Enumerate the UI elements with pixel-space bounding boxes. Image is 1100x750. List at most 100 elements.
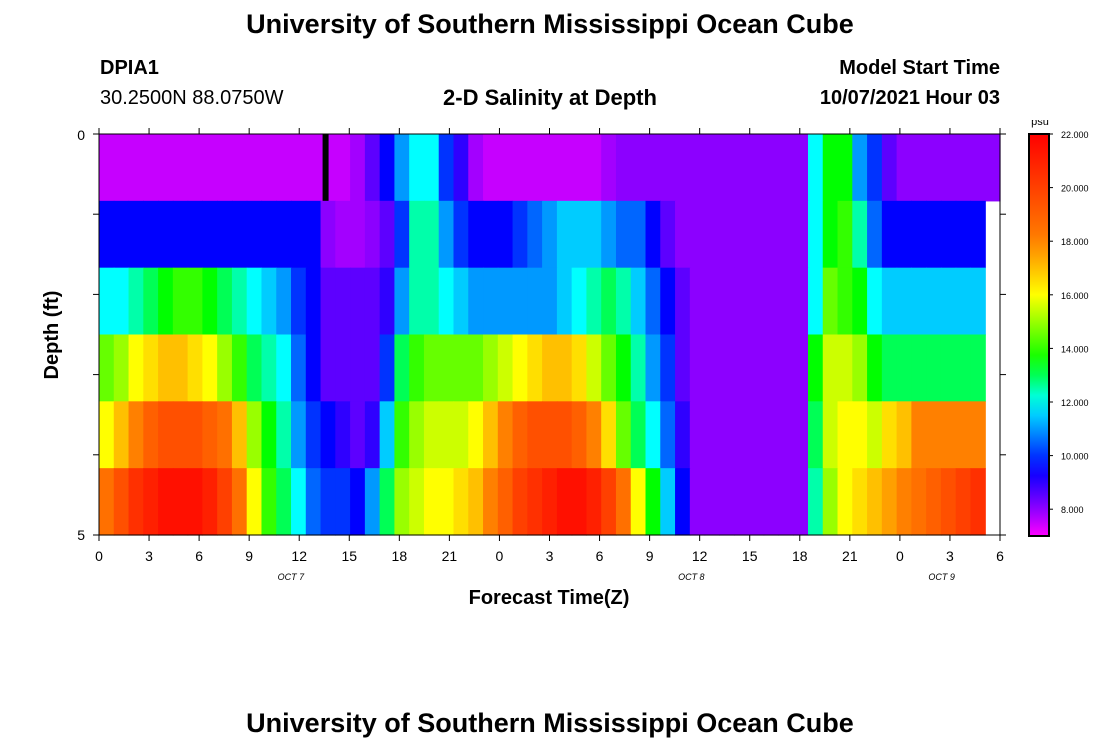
heatmap-cell <box>527 267 543 336</box>
heatmap-cell <box>438 468 455 536</box>
heatmap-cell <box>468 468 484 536</box>
heatmap-cell <box>955 134 972 202</box>
heatmap-cell <box>822 134 839 202</box>
heatmap-cell <box>291 134 307 202</box>
heatmap-cell <box>940 334 957 402</box>
x-tick-label: 9 <box>646 548 654 564</box>
heatmap-cell <box>807 134 824 202</box>
heatmap-cell <box>276 267 292 336</box>
y-axis-label: Depth (ft) <box>41 291 63 380</box>
heatmap-cell <box>113 267 130 336</box>
heatmap-cell <box>881 334 898 402</box>
heatmap-cell <box>276 200 292 269</box>
heatmap-cell <box>512 334 528 402</box>
heatmap-cell <box>630 401 647 469</box>
heatmap-cell <box>483 200 499 269</box>
heatmap-cell <box>113 401 130 469</box>
heatmap-cell <box>231 200 248 269</box>
heatmap-cell <box>202 200 218 269</box>
heatmap-cell <box>423 200 440 269</box>
heatmap-cell <box>556 134 573 202</box>
heatmap-cell <box>763 200 780 269</box>
heatmap-cell <box>364 401 381 469</box>
heatmap-cell <box>246 401 263 469</box>
heatmap-cell <box>291 468 307 536</box>
heatmap-cell <box>364 267 381 336</box>
heatmap-cell <box>99 334 115 402</box>
heatmap-cell <box>468 267 484 336</box>
heatmap-cell <box>586 134 602 202</box>
heatmap-cell <box>630 468 647 536</box>
heatmap-cell <box>586 401 602 469</box>
heatmap-cell <box>822 401 839 469</box>
heatmap-cell <box>172 401 189 469</box>
heatmap-cell <box>527 200 543 269</box>
heatmap-cell <box>172 200 189 269</box>
heatmap-cell <box>867 267 883 336</box>
heatmap-cell <box>423 401 440 469</box>
heatmap-cell <box>837 200 853 269</box>
heatmap-cell <box>335 267 351 336</box>
heatmap-cell <box>734 401 750 469</box>
heatmap-cell <box>527 468 543 536</box>
x-tick-label: 12 <box>692 548 708 564</box>
heatmap-cell <box>926 468 942 536</box>
heatmap-cell <box>527 334 543 402</box>
heatmap-cell <box>320 200 336 269</box>
heatmap-cell <box>394 468 410 536</box>
heatmap-cell <box>335 468 351 536</box>
model-start-value: 10/07/2021 Hour 03 <box>819 87 1000 109</box>
heatmap-cell <box>335 134 351 202</box>
heatmap-cell <box>453 134 469 202</box>
heatmap-cell <box>615 267 632 336</box>
heatmap-cell <box>379 468 396 536</box>
x-axis-label: Forecast Time(Z) <box>469 587 630 609</box>
heatmap-cell <box>940 401 957 469</box>
heatmap-cell <box>867 468 883 536</box>
heatmap-cell <box>940 468 957 536</box>
heatmap-cell <box>202 401 218 469</box>
heatmap-cell <box>527 134 543 202</box>
heatmap-cell <box>350 134 366 202</box>
x-tick-label: 18 <box>392 548 408 564</box>
x-tick-label: 21 <box>842 548 858 564</box>
model-start-label: Model Start Time <box>839 57 1000 79</box>
heatmap-cell <box>99 200 115 269</box>
x-tick-label: 3 <box>546 548 554 564</box>
heatmap-cell <box>970 334 986 402</box>
heatmap-cell <box>675 468 691 536</box>
heatmap-cell <box>881 134 898 202</box>
heatmap-cell <box>763 468 780 536</box>
heatmap-cell <box>231 334 248 402</box>
heatmap-cell <box>158 334 174 402</box>
heatmap-cell <box>468 134 484 202</box>
heatmap-cell <box>926 401 942 469</box>
heatmap-cell <box>601 334 617 402</box>
heatmap-cell <box>379 334 396 402</box>
heatmap-cell <box>748 334 765 402</box>
heatmap-cell <box>926 200 942 269</box>
heatmap-cell <box>601 134 617 202</box>
heatmap-cell <box>542 468 558 536</box>
heatmap-cell <box>881 401 898 469</box>
heatmap-cell <box>542 200 558 269</box>
heatmap-cell <box>231 134 248 202</box>
heatmap-cell <box>896 468 912 536</box>
heatmap-cell <box>99 267 115 336</box>
heatmap-cell <box>955 267 972 336</box>
heatmap-cell <box>793 401 809 469</box>
heatmap-cell <box>172 134 189 202</box>
heatmap-cell <box>394 200 410 269</box>
heatmap-cell <box>128 134 144 202</box>
heatmap-cell <box>158 468 174 536</box>
heatmap-cell <box>778 134 794 202</box>
heatmap-cell <box>231 401 248 469</box>
heatmap-cell <box>291 267 307 336</box>
heatmap-cell <box>512 200 528 269</box>
heatmap-cell <box>630 334 647 402</box>
heatmap-cell <box>276 401 292 469</box>
heatmap-cell <box>291 401 307 469</box>
heatmap-cell <box>822 334 839 402</box>
heatmap-cell <box>438 134 455 202</box>
heatmap-cell <box>483 401 499 469</box>
